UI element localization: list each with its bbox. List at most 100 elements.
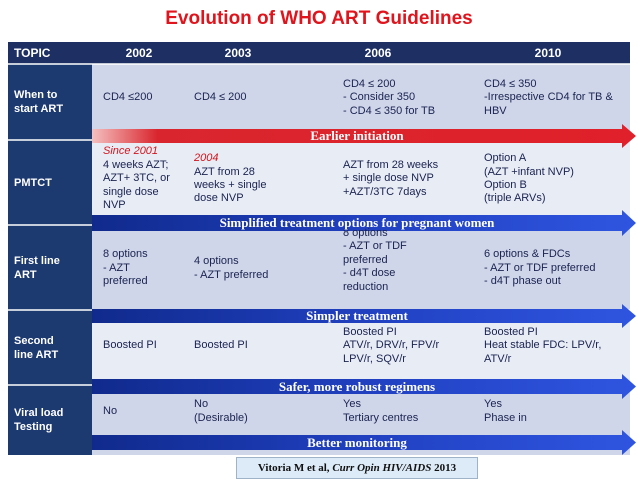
topic-cell [8, 140, 92, 225]
citation-author: Vitoria M et al, [257, 462, 330, 474]
cell-line: Boosted PI [194, 339, 248, 352]
topic: Viral load Testing [14, 385, 90, 455]
cell-line: Tertiary centres [343, 411, 419, 424]
cell-line: - AZT or TDF [343, 240, 407, 253]
cell-line: Option B [484, 179, 527, 191]
cell-line: ATV/r [484, 352, 512, 365]
cell-line: -Irrespective CD4 for TB & [484, 91, 613, 104]
topic-line: Viral load [14, 407, 64, 419]
header-cell: 2002 [125, 46, 153, 60]
cell-line: - Consider 350 [343, 91, 416, 104]
topic-line: ART [14, 268, 37, 281]
cell-line: (Desirable) [194, 411, 248, 424]
cell: CD4 ≤ 200 [194, 64, 286, 132]
cell: Option A (AZT +infant NVP) Option B (triple… [484, 140, 626, 218]
cell-line: - d4T dose [343, 267, 396, 280]
cell: Yes Phase in [484, 385, 626, 438]
row-background [92, 225, 630, 310]
cell-line: No [194, 398, 209, 411]
cell-line: HBV [484, 104, 507, 117]
topic-line: Second [14, 334, 54, 347]
cell-line: CD4 ≤ 350 [484, 77, 537, 90]
cell-line: (triple ARVs) [484, 192, 546, 205]
cell-line: (AZT +infant NVP) [484, 165, 574, 178]
arrow-label: Safer, more robust regimens [278, 379, 436, 394]
cell-line: dose NVP [194, 192, 244, 205]
cell-note: 2004 [194, 152, 219, 165]
cell: Boosted PI [194, 310, 286, 382]
cell-line: Boosted PI [343, 325, 397, 338]
cell-line: CD4 ≤ 200 [343, 77, 396, 90]
arrow-label: Simplified treatment options for pregnan… [219, 215, 495, 230]
cell: 8 options - AZT or TDF preferred - d4T dose… [343, 217, 462, 304]
topic-line: line ART [14, 348, 59, 361]
topic: When to start ART [14, 64, 90, 140]
cell-line: single dose NVP [103, 185, 159, 212]
cell-line: - d4T phase out [484, 275, 561, 288]
cell-line: No [103, 404, 118, 417]
topic-line: When to [14, 89, 58, 101]
cell-note: Since 2001 [103, 145, 159, 158]
cell: 4 options - AZT preferred [194, 225, 286, 312]
cell-line: +AZT/3TC 7days [343, 185, 427, 198]
cell: Boosted PI ATV/r, DRV/r, FPV/r LPV/r, SQV/… [343, 310, 462, 382]
topic: First line ART [14, 225, 90, 310]
cell-line: LPV/r, SQV/r [343, 352, 406, 365]
cell-line: - CD4 ≤ 350 for TB [343, 104, 436, 117]
topic-cell [8, 310, 92, 385]
cell: Yes Tertiary centres [343, 385, 462, 438]
header-row [8, 42, 630, 64]
topic-line: PMTCT [14, 176, 52, 189]
arrow-label: Simpler treatment [306, 308, 408, 323]
topic: Second line ART [14, 310, 90, 385]
cell-line: 8 options [343, 226, 388, 239]
cell: AZT from 28 weeks + single dose NVP +AZT/3… [343, 140, 462, 218]
cell-line: CD4 ≤200 [103, 91, 153, 104]
cell-line: + single dose NVP [343, 172, 434, 185]
arrow [92, 374, 636, 399]
cell-line: Phase in [484, 411, 527, 424]
citation-year: 2013 [434, 462, 457, 474]
cell: 6 options & FDCs - AZT or TDF preferred - … [484, 225, 626, 312]
cell-line: CD4 ≤ 200 [194, 91, 247, 104]
header-cell: 2010 [534, 46, 562, 60]
slide-title: Evolution of WHO ART Guidelines [165, 8, 473, 29]
cell-line: AZT from 28 weeks [343, 158, 439, 171]
arrow-label: Better monitoring [307, 435, 407, 450]
cell-line: Boosted PI [103, 339, 157, 352]
cell-line: 4 weeks AZT; [103, 158, 169, 171]
cell-line: Option A [484, 152, 527, 165]
cell: CD4 ≤ 200- Consider 350- CD4 ≤ 350 for T… [343, 64, 462, 132]
arrow [92, 430, 636, 455]
topic-line: Testing [14, 421, 53, 433]
header-cell: TOPIC [14, 46, 51, 60]
header-cell: 2003 [224, 46, 252, 60]
row-background [92, 140, 630, 225]
arrow [92, 124, 636, 148]
cell-line: weeks + single [194, 179, 267, 191]
cell-line: - AZT [103, 261, 130, 274]
arrow [92, 210, 636, 236]
cell-line: ATV/r, DRV/r, FPV/r [343, 339, 440, 352]
cell-line: reduction [343, 280, 389, 293]
topic-cell [8, 64, 92, 140]
cell-line: 6 options & FDCs [484, 248, 571, 261]
cell-line: - AZT or TDF preferred [484, 261, 596, 274]
cell: 2004 AZT from 28 weeks + single dose NVP [194, 140, 286, 218]
citation: Vitoria M et al, Curr Opin HIV/AIDS 2013 [236, 457, 478, 479]
arrow [92, 304, 636, 328]
topic-line: start ART [14, 103, 64, 115]
topic-cell [8, 385, 92, 455]
cell-line: Yes [484, 398, 502, 411]
topic-cell [8, 225, 92, 310]
cell-line: Yes [343, 398, 361, 411]
cell: No [103, 385, 182, 438]
cell-line: 8 options [103, 248, 148, 261]
cell: CD4 ≤ 350 -Irrespective CD4 for TB & HBV [484, 64, 626, 132]
arrow-label: Earlier initiation [310, 128, 404, 143]
cell-line: Boosted PI [484, 325, 538, 338]
cell-line: Heat stable FDC: LPV/r, [484, 339, 602, 352]
cell: Since 2001 4 weeks AZT; AZT+ 3TC, or single… [103, 140, 182, 218]
cell: Boosted PI Heat stable FDC: LPV/r, ATV/r [484, 310, 626, 382]
cell-line: - AZT preferred [194, 268, 269, 281]
